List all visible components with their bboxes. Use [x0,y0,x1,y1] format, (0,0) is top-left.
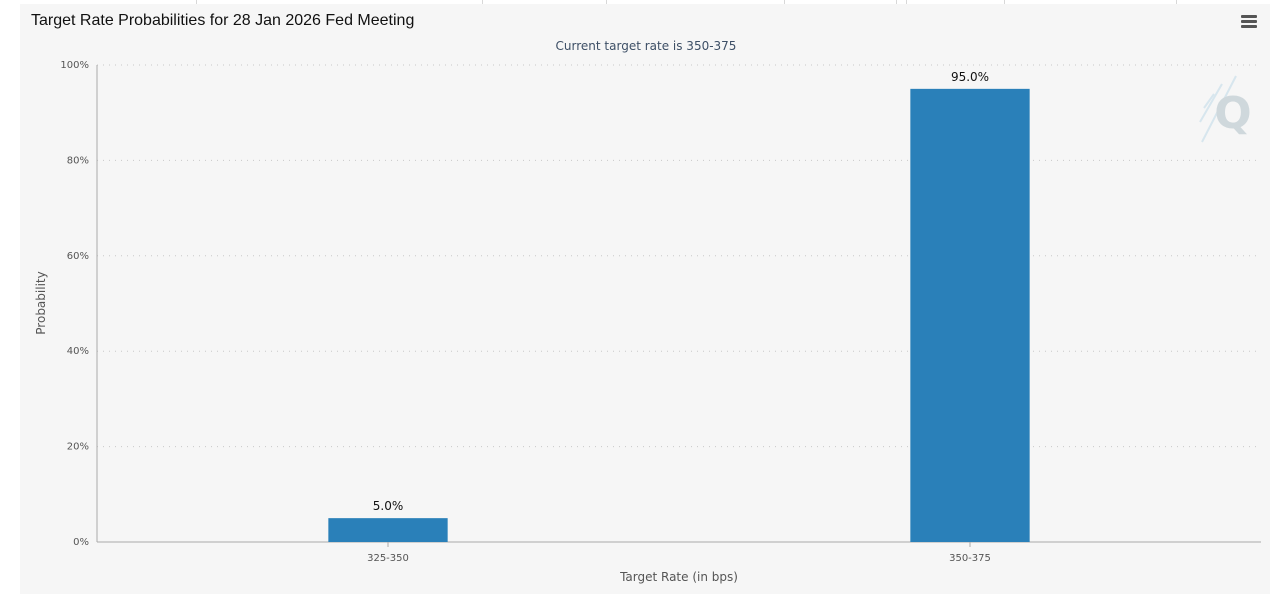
x-axis-title: Target Rate (in bps) [619,570,738,584]
y-tick-label: 100% [60,60,89,71]
gridlines [97,64,1261,448]
top-strip-divider [896,0,897,4]
y-axis-title: Probability [34,271,48,334]
labels: 0% 20% 40% 60% 80% 100% 5.0% 325-350 95.0% 350-37… [60,60,990,564]
q-logo-watermark-icon: Q [1199,75,1252,143]
x-tick-label: 325-350 [367,553,409,564]
chart-subtitle: Current target rate is 350-375 [556,39,737,53]
y-tick-label: 60% [67,251,89,262]
top-strip-divider [606,0,607,4]
hamburger-menu-icon-line [1241,15,1257,18]
top-strip-divider [1176,0,1177,4]
top-strip-divider [1004,0,1005,4]
top-strip-divider [906,0,907,4]
data-label: 5.0% [373,499,404,513]
svg-text:Q: Q [1214,88,1251,139]
bars [328,88,1030,542]
y-tick-label: 40% [67,346,89,357]
y-tick-label: 20% [67,442,89,453]
data-label: 95.0% [951,70,989,84]
bar-350-375[interactable] [910,88,1030,542]
axes [96,65,1261,547]
top-strip-divider [482,0,483,4]
top-strip-divider [784,0,785,4]
chart-panel [20,4,1270,594]
y-tick-label: 0% [73,537,89,548]
top-strip-divider [196,0,197,4]
bar-325-350[interactable] [328,518,448,542]
x-tick-label: 350-375 [949,553,991,564]
chart-title: Target Rate Probabilities for 28 Jan 202… [31,12,415,29]
y-tick-label: 80% [67,155,89,166]
hamburger-menu-icon-line [1241,20,1257,23]
hamburger-menu-icon-line [1241,25,1257,28]
chart-menu-button[interactable] [1238,15,1260,35]
top-table-strip [20,0,1280,4]
